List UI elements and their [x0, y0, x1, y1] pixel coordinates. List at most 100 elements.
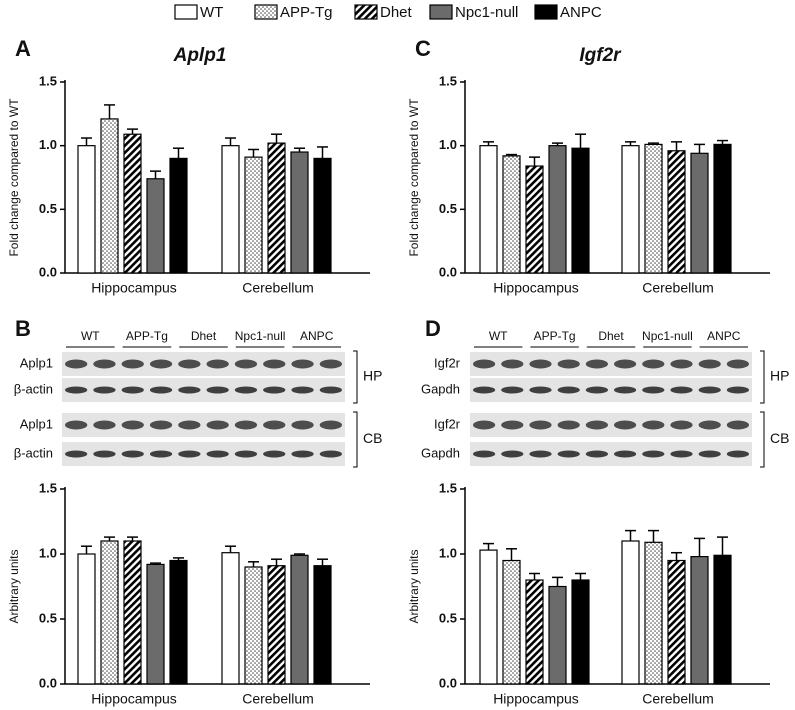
bar: [221, 145, 240, 274]
legend-label: Dhet: [380, 4, 413, 21]
blot-band: [149, 359, 173, 369]
blot-band: [585, 420, 609, 430]
chart-title: Igf2r: [579, 45, 622, 66]
bar: [290, 554, 309, 685]
y-tick-label: 1.0: [39, 137, 57, 152]
y-tick-label: 1.5: [39, 73, 57, 88]
legend-label: ANPC: [560, 4, 602, 21]
bar: [100, 540, 119, 685]
blot-band: [726, 386, 750, 394]
blot-row-label: Aplp1: [20, 416, 53, 431]
blot-band: [473, 420, 496, 430]
bar: [290, 151, 309, 274]
y-tick-label: 0.5: [439, 610, 457, 625]
blot-band: [501, 359, 524, 369]
lane-label: ANPC: [707, 329, 741, 343]
blot-band: [473, 450, 496, 458]
x-tick-label: Cerebellum: [642, 280, 714, 296]
bar: [713, 143, 732, 274]
blot-band: [234, 420, 258, 430]
x-tick-label: Hippocampus: [493, 280, 579, 296]
bar: [244, 566, 263, 685]
blot-band: [291, 386, 314, 394]
blot-band: [670, 450, 693, 458]
y-tick-label: 0.0: [39, 675, 57, 690]
bar: [644, 541, 663, 685]
lane-label: Npc1-null: [235, 329, 286, 343]
blot-band: [698, 420, 721, 430]
lane-label: APP-Tg: [126, 329, 168, 343]
blot-band: [93, 450, 116, 458]
bar: [267, 565, 286, 685]
y-axis-label: Arbitrary units: [407, 549, 421, 623]
blot-band: [585, 450, 609, 458]
blot-band: [121, 420, 144, 430]
blot-band: [698, 386, 721, 394]
blot-band: [557, 450, 580, 458]
blot-band: [65, 450, 88, 458]
blot-band: [557, 359, 580, 369]
bar: [621, 540, 640, 685]
blot-row-label: Gapdh: [421, 445, 460, 460]
x-tick-label: Hippocampus: [91, 691, 177, 707]
blot-band: [178, 386, 201, 394]
lane-label: Npc1-null: [642, 329, 693, 343]
blot-band: [529, 386, 552, 394]
blot-band: [121, 450, 144, 458]
y-tick-label: 1.0: [439, 137, 457, 152]
x-tick-label: Hippocampus: [91, 280, 177, 296]
panel-letter: A: [15, 36, 31, 61]
region-bracket: [760, 411, 765, 468]
blot-band: [501, 420, 524, 430]
y-tick-label: 1.5: [39, 480, 57, 495]
y-tick-label: 0.5: [39, 201, 57, 216]
blot-band: [178, 359, 201, 369]
blot-band: [698, 450, 721, 458]
blot-band: [319, 359, 342, 369]
blot-band: [149, 386, 173, 394]
legend-swatch: [254, 4, 278, 20]
y-tick-label: 0.5: [39, 610, 57, 625]
blot-band: [557, 420, 580, 430]
legend-swatch: [429, 4, 453, 20]
y-axis-label: Arbitrary units: [7, 549, 21, 623]
y-tick-label: 1.0: [439, 545, 457, 560]
blot-band: [614, 386, 637, 394]
bar: [313, 565, 332, 685]
blot-band: [291, 450, 314, 458]
blot-band: [206, 359, 229, 369]
blot-band: [65, 386, 88, 394]
blot-band: [501, 386, 524, 394]
blot-row-label: Gapdh: [421, 381, 460, 396]
bar: [571, 579, 590, 685]
lane-label: ANPC: [300, 329, 334, 343]
bar: [479, 145, 498, 274]
blot-band: [726, 420, 750, 430]
blot-band: [529, 450, 552, 458]
region-label: CB: [770, 430, 789, 446]
bar: [713, 554, 732, 685]
blot-band: [291, 420, 314, 430]
bar: [169, 157, 188, 274]
lane-label: APP-Tg: [534, 329, 576, 343]
x-tick-label: Cerebellum: [242, 691, 314, 707]
y-tick-label: 0.0: [439, 675, 457, 690]
blot-band: [206, 450, 229, 458]
bar: [267, 142, 286, 274]
panel-letter: D: [425, 316, 441, 341]
blot-band: [319, 450, 342, 458]
bar: [525, 165, 544, 274]
blot-band: [670, 386, 693, 394]
bar: [169, 559, 188, 685]
y-tick-label: 0.0: [439, 264, 457, 279]
bar: [621, 145, 640, 274]
bar: [77, 145, 96, 274]
bar: [479, 549, 498, 685]
bar: [525, 579, 544, 685]
y-tick-label: 1.0: [39, 545, 57, 560]
legend-label: APP-Tg: [280, 4, 333, 21]
bar: [548, 585, 567, 685]
blot-band: [234, 359, 258, 369]
y-tick-label: 1.5: [439, 73, 457, 88]
